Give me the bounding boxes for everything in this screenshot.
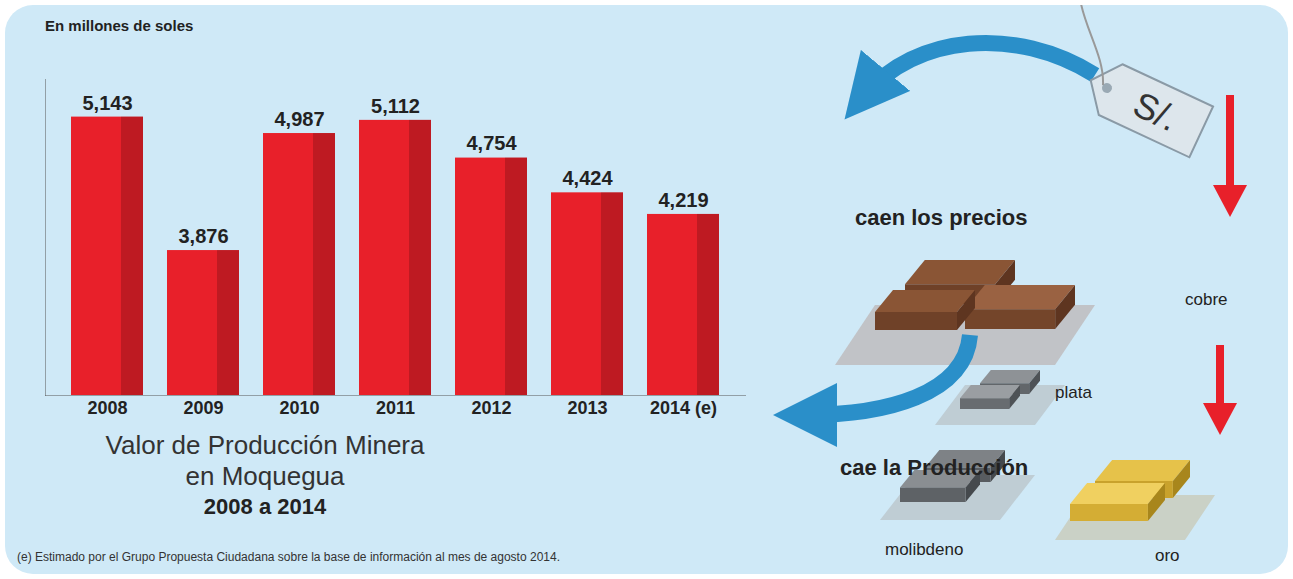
svg-text:3,876: 3,876: [178, 225, 228, 247]
svg-text:cae la Producción: cae la Producción: [840, 455, 1028, 480]
svg-text:2013: 2013: [567, 398, 607, 418]
html-text:En millones de soles: En millones de soles: [45, 17, 194, 34]
svg-text:2014 (e): 2014 (e): [650, 398, 717, 418]
html-text:en Moquegua: en Moquegua: [185, 461, 345, 491]
svg-text:5,143: 5,143: [82, 92, 132, 114]
svg-text:molibdeno: molibdeno: [885, 540, 963, 559]
svg-text:2011: 2011: [376, 398, 415, 418]
svg-text:cobre: cobre: [1185, 290, 1228, 309]
svg-text:S/.: S/.: [1127, 83, 1184, 139]
html-text:Valor de Producción Minera: Valor de Producción Minera: [105, 430, 425, 460]
svg-text:2009: 2009: [183, 398, 223, 418]
svg-text:caen los precios: caen los precios: [855, 205, 1027, 230]
svg-text:5,112: 5,112: [371, 95, 420, 117]
html-text:2008 a 2014: 2008 a 2014: [203, 494, 327, 519]
svg-text:oro: oro: [1155, 546, 1180, 565]
svg-text:4,219: 4,219: [658, 189, 708, 211]
svg-text:plata: plata: [1055, 383, 1092, 402]
svg-text:4,424: 4,424: [562, 167, 613, 189]
svg-text:2012: 2012: [471, 398, 511, 418]
svg-text:4,754: 4,754: [466, 132, 517, 154]
svg-text:2008: 2008: [87, 398, 127, 418]
svg-text:4,987: 4,987: [274, 108, 324, 130]
html-text:(e) Estimado por el Grupo Prop: (e) Estimado por el Grupo Propuesta Ciud…: [17, 550, 560, 564]
svg-text:2010: 2010: [279, 398, 319, 418]
